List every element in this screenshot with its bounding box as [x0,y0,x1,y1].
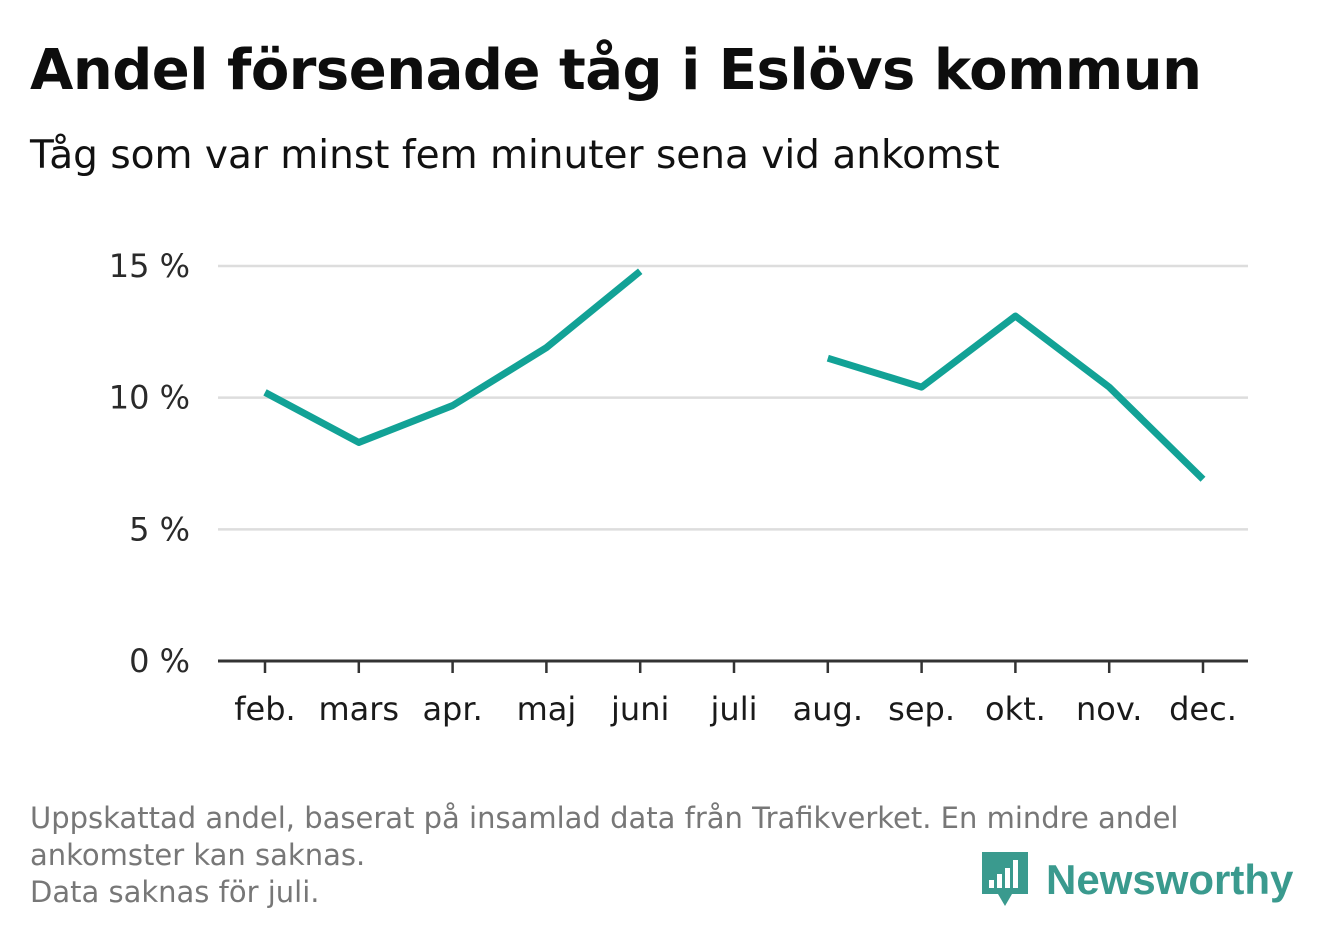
footnote-line: Data saknas för juli. [30,875,320,909]
y-tick-label: 15 % [109,247,190,285]
x-tick-label: dec. [1169,690,1237,728]
brand-name: Newsworthy [1046,856,1294,903]
series-line-segment [826,312,1206,482]
x-tick-label: sep. [888,690,955,728]
y-tick-label: 10 % [109,379,190,417]
x-tick-label: nov. [1076,690,1142,728]
footnote-line: Uppskattad andel, baserat på insamlad da… [30,801,1179,835]
x-tick-label: apr. [422,690,482,728]
x-tick-label: maj [517,690,577,728]
bar-chart-speech-bubble-icon [982,852,1028,906]
series-line-segment [263,268,643,446]
chart-subtitle: Tåg som var minst fem minuter sena vid a… [30,133,1000,178]
y-axis-ticks: 0 % 5 % 10 % 15 % [109,247,190,680]
y-tick-label: 5 % [129,510,190,548]
chart-title: Andel försenade tåg i Eslövs kommun [30,38,1202,103]
line-chart: 0 % 5 % 10 % 15 % feb. mars apr. maj juni juli au… [109,247,1248,728]
x-tick-label: feb. [234,690,295,728]
x-tick-label: aug. [793,690,863,728]
brand-logo: Newsworthy [980,850,1293,910]
footnote: Uppskattad andel, baserat på insamlad da… [30,800,1290,911]
gridlines [218,264,1248,531]
x-tick-label: okt. [985,690,1046,728]
footnote-line: ankomster kan saknas. [30,838,366,872]
x-tick-label: juli [710,690,758,728]
series-lines [263,268,1206,482]
x-axis: feb. mars apr. maj juni juli aug. sep. okt. nov. d… [218,659,1248,728]
y-tick-label: 0 % [129,642,190,680]
x-tick-label: mars [318,690,399,728]
x-tick-label: juni [610,690,669,728]
